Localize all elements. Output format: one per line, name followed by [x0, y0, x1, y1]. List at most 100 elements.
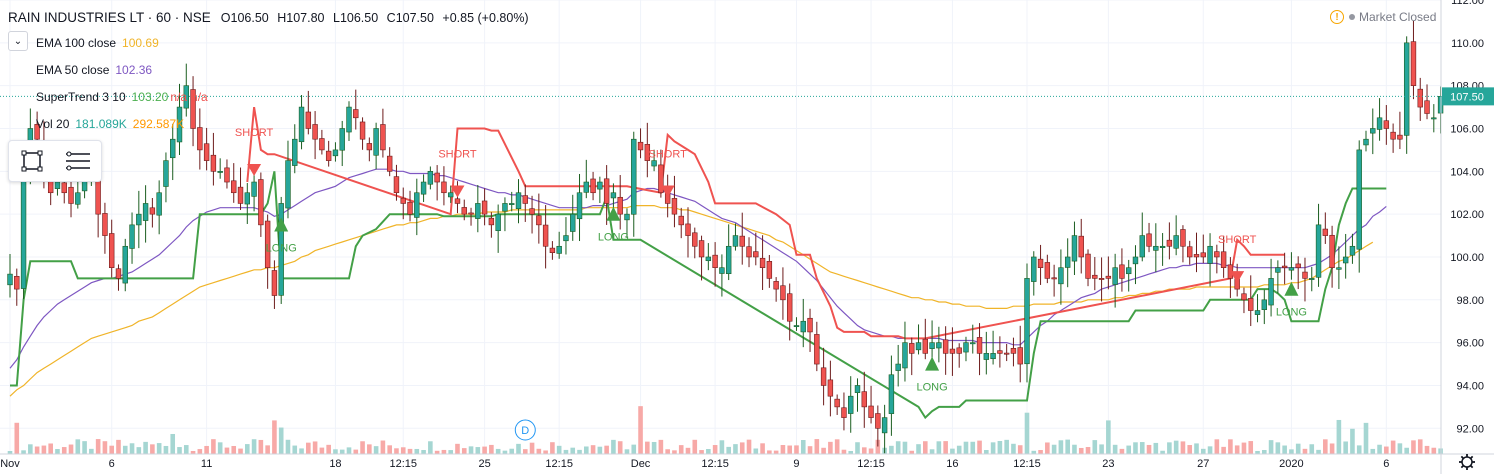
candle-body: [488, 217, 495, 226]
long-arrow-icon: [925, 356, 940, 371]
supertrend-long-line: [10, 171, 1387, 420]
candle-body: [319, 138, 325, 151]
volume-bar: [943, 441, 948, 454]
candle-body: [834, 398, 840, 408]
candle: [1281, 252, 1288, 285]
candle-body: [793, 325, 800, 328]
volume-bar: [245, 444, 250, 454]
volume-bar: [1289, 449, 1294, 454]
volume-bar: [170, 433, 176, 454]
candle: [624, 208, 630, 238]
candle: [332, 142, 339, 162]
legend-collapse-button[interactable]: ⌄: [8, 31, 28, 51]
candle-body: [1309, 278, 1315, 280]
volume-bar: [1411, 440, 1416, 454]
volume-bar: [800, 440, 806, 454]
indicator-value: 102.36: [115, 62, 153, 77]
volume-bar: [1112, 444, 1118, 454]
candle-body: [122, 245, 128, 284]
candle: [197, 108, 203, 170]
candle: [1241, 287, 1247, 314]
low-value: L106.50: [333, 10, 379, 25]
candle-body: [1010, 348, 1017, 354]
volume-bar: [970, 441, 976, 454]
supertrend-signals: SHORT LONG SHORT LONG SHORT LONG SHORT LONG: [235, 127, 1307, 394]
candle-body: [861, 391, 867, 408]
candle-body: [651, 160, 657, 167]
candle-body: [1403, 42, 1410, 136]
candle: [210, 132, 217, 186]
volume-bar: [428, 441, 433, 454]
candle-body: [644, 144, 651, 161]
candle-body: [732, 235, 739, 247]
volume-bar: [1397, 443, 1403, 454]
volume-bar: [570, 447, 576, 454]
change-value: +0.85 (+0.80%): [442, 10, 529, 25]
candle-body: [773, 281, 779, 290]
y-tick-label: 92.00: [1456, 423, 1484, 435]
candle-body: [617, 196, 623, 215]
candle-body: [1383, 120, 1390, 129]
candle-body: [400, 197, 406, 204]
candle: [1193, 232, 1200, 273]
chart-legend: RAIN INDUSTRIES LT · 60 · NSE O106.50 H1…: [8, 6, 534, 137]
volume-bar: [68, 444, 74, 454]
candle-body: [759, 257, 766, 268]
gear-icon[interactable]: [1459, 454, 1475, 470]
candle-body: [1376, 117, 1383, 130]
long-signal: LONG: [916, 356, 948, 394]
volume-bar: [441, 449, 447, 454]
volume-bar: [1404, 447, 1409, 454]
volume-bar: [204, 445, 209, 454]
y-tick-label: 110.00: [1451, 38, 1484, 50]
volume-bar: [461, 448, 467, 454]
candle: [834, 394, 840, 415]
candle-body: [712, 254, 718, 268]
candle-body: [576, 192, 583, 220]
candle-body: [1431, 117, 1437, 120]
candle: [441, 166, 447, 206]
volume-bar: [1295, 443, 1301, 454]
candle-body: [956, 347, 962, 354]
candle-body: [997, 350, 1003, 354]
candle-body: [1281, 265, 1288, 268]
indicator-name: Vol 20: [36, 116, 70, 131]
volume-bar: [34, 446, 40, 454]
candle: [434, 165, 440, 201]
short-signal-label: SHORT: [1218, 234, 1257, 246]
candle-body: [136, 213, 142, 226]
candle-body: [820, 367, 827, 386]
volume-bar: [1228, 439, 1233, 454]
select-tool-button[interactable]: [9, 141, 55, 181]
candle-body: [671, 198, 678, 215]
indicator-ema100[interactable]: EMA 100 close 100.69: [8, 29, 534, 56]
volume-bar: [1336, 419, 1342, 454]
short-signal-label: SHORT: [438, 148, 477, 160]
symbol-title[interactable]: RAIN INDUSTRIES LT · 60 · NSE: [8, 10, 211, 25]
volume-bar: [1119, 448, 1125, 454]
indicator-ema50[interactable]: EMA 50 close 102.36: [8, 56, 534, 83]
candle: [1159, 233, 1166, 266]
candle-body: [1220, 251, 1227, 268]
volume-bar: [312, 441, 318, 454]
volume-bar: [489, 444, 494, 454]
candle: [1105, 256, 1112, 290]
volume-bar: [129, 443, 135, 454]
ema50-line: [9, 168, 1387, 369]
indicator-supertrend[interactable]: SuperTrend 3 10 103.20 n/a n/a: [8, 83, 534, 110]
candle-body: [1085, 253, 1091, 279]
candle: [298, 94, 305, 150]
candle-body: [976, 337, 983, 354]
market-status[interactable]: ! Market Closed: [1330, 10, 1436, 24]
volume-bar: [543, 450, 548, 454]
candle: [942, 326, 949, 375]
candle-body: [163, 160, 169, 187]
candle-body: [563, 235, 569, 242]
long-arrow-icon: [1284, 281, 1299, 296]
y-tick-label: 100.00: [1450, 252, 1484, 264]
indicator-volume[interactable]: Vol 20 181.089K 292.587K: [8, 110, 534, 137]
volume-bar: [414, 448, 420, 454]
settings-lines-button[interactable]: [55, 141, 101, 181]
volume-bar: [1417, 439, 1423, 454]
